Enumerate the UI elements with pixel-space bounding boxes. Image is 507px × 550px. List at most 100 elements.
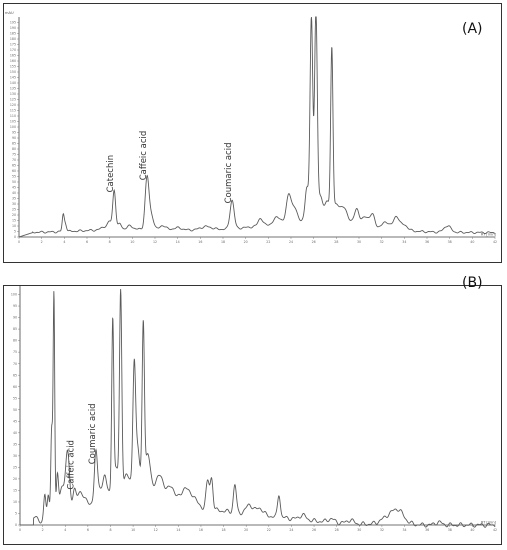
y-tick-label: 100 — [11, 293, 17, 297]
y-axis-unit: mAU — [5, 11, 14, 15]
x-tick-label: 22 — [266, 240, 270, 244]
peak-annotation: Coumaric acid — [224, 143, 234, 204]
x-tick-label: 4 — [64, 528, 66, 532]
y-tick-label: 165 — [10, 54, 16, 58]
x-tick-label: 16 — [198, 240, 202, 244]
y-tick-label: 10 — [13, 500, 17, 504]
x-tick-label: 0 — [18, 240, 20, 244]
y-tick-label: 180 — [10, 37, 16, 41]
y-tick-label: 130 — [10, 92, 16, 96]
y-tick-label: 75 — [12, 153, 16, 157]
y-tick-label: 15 — [13, 489, 17, 493]
peak-annotation: Caffeic acid — [66, 440, 76, 490]
x-tick-label: 14 — [176, 528, 180, 532]
y-tick-label: 50 — [13, 408, 17, 412]
y-tick-label: 15 — [12, 219, 16, 223]
x-tick-label: 38 — [448, 240, 452, 244]
x-tick-label: 34 — [402, 528, 406, 532]
y-tick-label: 120 — [10, 103, 16, 107]
x-tick-label: 34 — [402, 240, 406, 244]
y-tick-label: 40 — [12, 191, 16, 195]
x-tick-label: 8 — [109, 528, 111, 532]
y-tick-label: 20 — [13, 477, 17, 481]
y-tick-label: 185 — [10, 32, 16, 36]
y-tick-label: 35 — [13, 442, 17, 446]
x-tick-label: 32 — [380, 240, 384, 244]
peak-annotation: Coumaric acid — [88, 403, 98, 464]
y-tick-label: 85 — [13, 327, 17, 331]
y-tick-label: 55 — [12, 175, 16, 179]
x-tick-label: 6 — [87, 528, 89, 532]
y-tick-label: 70 — [12, 158, 16, 162]
panel-b-label: (B) — [462, 275, 483, 291]
y-tick-label: 0 — [15, 523, 17, 527]
y-tick-label: 110 — [10, 114, 16, 118]
x-tick-label: 28 — [334, 240, 338, 244]
x-tick-label: 24 — [289, 240, 293, 244]
y-tick-label: 175 — [10, 43, 16, 47]
y-tick-label: 80 — [12, 147, 16, 151]
y-tick-label: 105 — [10, 120, 16, 124]
y-tick-label: 140 — [10, 81, 16, 85]
panel-a-label: (A) — [462, 21, 483, 37]
y-tick-label: 190 — [10, 26, 16, 30]
x-tick-label: 6 — [86, 240, 88, 244]
x-tick-label: 28 — [335, 528, 339, 532]
chromatogram-a: 0 5 10 15 20 25 30 35 40 45 50 55 60 65 70 75 80 85 90 95 10… — [3, 3, 502, 263]
y-tick-label: 170 — [10, 48, 16, 52]
x-tick-label: 30 — [357, 240, 361, 244]
x-tick-label: 32 — [380, 528, 384, 532]
x-tick-label: 30 — [357, 528, 361, 532]
x-tick-label: 42 — [493, 528, 497, 532]
y-tick-label: 125 — [10, 98, 16, 102]
y-tick-label: 145 — [10, 76, 16, 80]
chromatogram-trace — [20, 288, 496, 528]
y-tick-label: 60 — [12, 169, 16, 173]
y-tick-label: 10 — [12, 224, 16, 228]
x-tick-label: 26 — [312, 240, 316, 244]
x-tick-label: 20 — [244, 528, 248, 532]
x-tick-label: 10 — [131, 528, 135, 532]
chromatogram-b-plot: 0510152025303540455055606570758085909510… — [11, 286, 497, 532]
x-axis-unit: RT [min] — [481, 521, 497, 525]
x-tick-label: 20 — [244, 240, 248, 244]
x-tick-label: 8 — [109, 240, 111, 244]
x-tick-label: 12 — [153, 240, 157, 244]
chromatogram-trace — [18, 16, 496, 238]
y-tick-label: 60 — [13, 385, 17, 389]
y-tick-label: 95 — [12, 131, 16, 135]
y-tick-label: 0 — [14, 235, 16, 239]
x-tick-label: 4 — [63, 240, 65, 244]
x-tick-label: 2 — [41, 240, 43, 244]
y-tick-label: 85 — [12, 142, 16, 146]
x-tick-label: 0 — [19, 528, 21, 532]
x-tick-label: 14 — [176, 240, 180, 244]
x-tick-label: 40 — [470, 240, 474, 244]
y-tick-label: 150 — [10, 70, 16, 74]
y-tick-label: 50 — [12, 180, 16, 184]
y-tick-label: 70 — [13, 362, 17, 366]
y-tick-label: 195 — [10, 21, 16, 25]
x-tick-label: 16 — [199, 528, 203, 532]
y-tick-label: 40 — [13, 431, 17, 435]
x-tick-label: 18 — [221, 240, 225, 244]
y-tick-label: 75 — [13, 350, 17, 354]
x-tick-label: 26 — [312, 528, 316, 532]
x-tick-label: 2 — [42, 528, 44, 532]
y-tick-label: 25 — [12, 208, 16, 212]
x-tick-label: 42 — [493, 240, 497, 244]
x-tick-label: 36 — [425, 240, 429, 244]
y-tick-label: 95 — [13, 304, 17, 308]
y-tick-label: 45 — [12, 186, 16, 190]
y-tick-label: 65 — [12, 164, 16, 168]
y-tick-label: 25 — [13, 465, 17, 469]
peak-annotation: Caffeic acid — [139, 131, 149, 181]
y-tick-label: 45 — [13, 419, 17, 423]
y-tick-label: 90 — [12, 136, 16, 140]
x-axis-unit: RT [min] — [481, 233, 497, 237]
y-tick-label: 90 — [13, 316, 17, 320]
y-tick-label: 160 — [10, 59, 16, 63]
chromatogram-a-plot: 0510152025303540455055606570758085909510… — [5, 11, 497, 244]
chromatogram-b: 0 5 10 15 20 25 30 35 40 45 50 55 60 65 70 75 80 85 90 95 10… — [3, 275, 502, 545]
y-tick-label: 135 — [10, 87, 16, 91]
